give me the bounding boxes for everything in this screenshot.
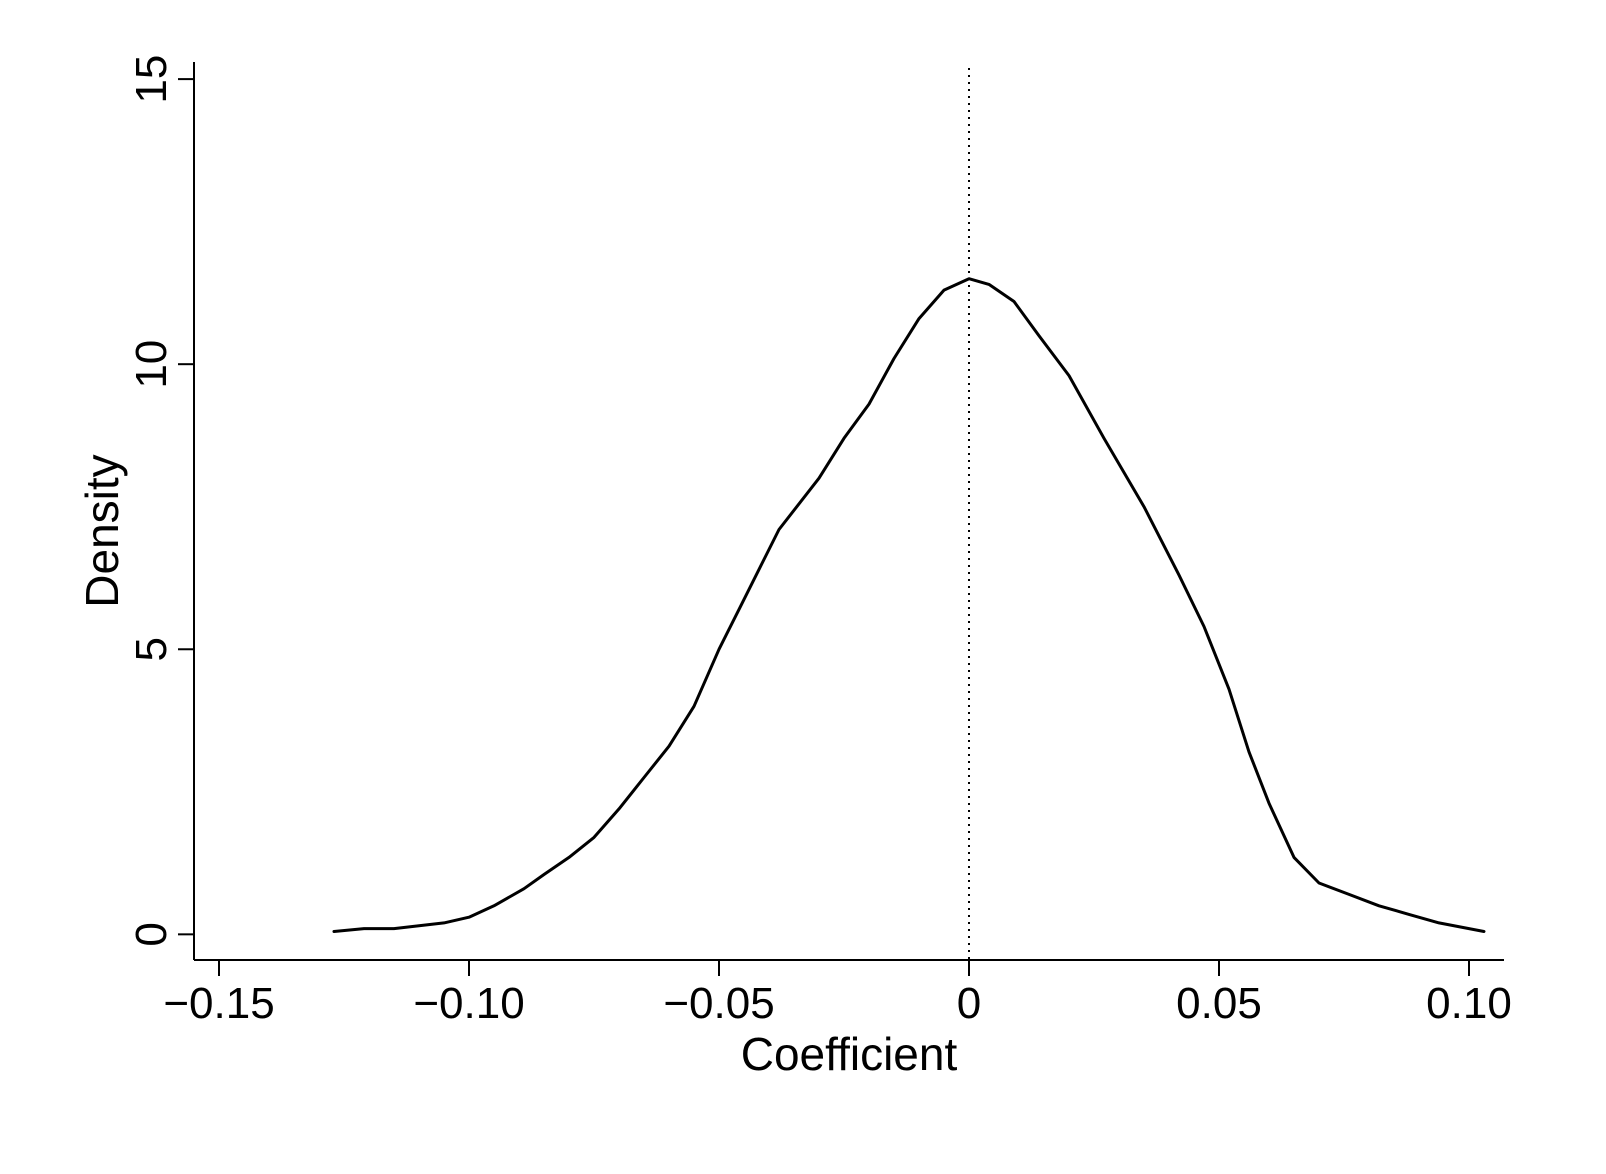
y-tick-label: 5 (127, 637, 176, 661)
y-tick-label: 15 (127, 55, 176, 104)
density-series-line (332, 277, 1486, 933)
x-tick-label: 0 (957, 979, 981, 1028)
x-tick-label: 0.10 (1426, 979, 1512, 1028)
x-tick-label: −0.10 (413, 979, 524, 1028)
x-tick-label: −0.15 (163, 979, 274, 1028)
y-tick-label: 0 (127, 922, 176, 946)
x-tick-label: −0.05 (663, 979, 774, 1028)
x-tick-label: 0.05 (1176, 979, 1262, 1028)
y-tick-label: 10 (127, 340, 176, 389)
series-group (332, 277, 1486, 933)
x-axis-title: Coefficient (741, 1028, 958, 1080)
axes: 0 5 10 15 −0.15 −0.10 −0.05 0 0.05 0.10 (127, 55, 1512, 1028)
axis-labels-group: Coefficient Density (76, 454, 957, 1080)
y-axis-title: Density (76, 454, 128, 607)
